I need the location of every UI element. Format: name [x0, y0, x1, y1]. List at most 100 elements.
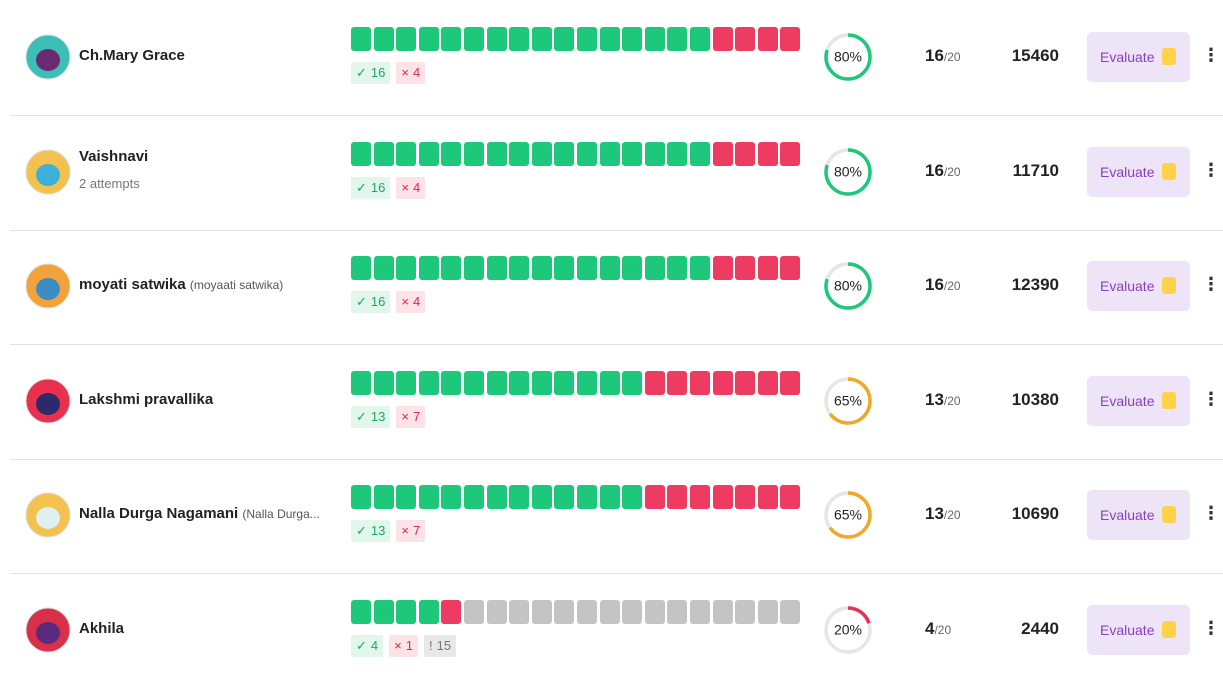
evaluate-button[interactable]: Evaluate — [1087, 147, 1190, 197]
question-square — [735, 600, 755, 624]
correct-badge: ✓4 — [351, 635, 383, 657]
question-square — [690, 600, 710, 624]
question-square — [780, 371, 800, 395]
correct-badge: ✓13 — [351, 520, 390, 542]
incorrect-badge: ×1 — [389, 635, 418, 657]
question-square — [622, 485, 642, 509]
avatar — [25, 492, 71, 538]
evaluate-button[interactable]: Evaluate — [1087, 605, 1190, 655]
question-square — [645, 27, 665, 51]
badge-icon: × — [401, 294, 409, 309]
question-square — [441, 600, 461, 624]
question-square — [577, 256, 597, 280]
more-menu[interactable]: ⋮ — [1202, 274, 1220, 295]
more-menu[interactable]: ⋮ — [1202, 389, 1220, 410]
avatar — [25, 149, 71, 195]
question-square — [374, 371, 394, 395]
points: 15460 — [1012, 46, 1059, 66]
badge-count: 7 — [413, 409, 420, 424]
attempts: 2 attempts — [79, 176, 140, 191]
question-square — [374, 485, 394, 509]
question-square — [713, 600, 733, 624]
score-value: 16 — [925, 161, 944, 180]
more-menu[interactable]: ⋮ — [1202, 503, 1220, 524]
question-square — [464, 485, 484, 509]
avatar — [25, 607, 71, 653]
question-square — [441, 485, 461, 509]
question-square — [622, 371, 642, 395]
question-square — [690, 371, 710, 395]
button-label: Evaluate — [1100, 278, 1154, 294]
name-text: Nalla Durga Nagamani — [79, 505, 238, 522]
question-square — [780, 256, 800, 280]
student-list: Ch.Mary Grace✓16×480%16/2015460Evaluate⋮… — [0, 0, 1223, 691]
score-total: /20 — [944, 279, 961, 293]
question-square — [487, 371, 507, 395]
question-square — [600, 27, 620, 51]
question-square — [509, 600, 529, 624]
score: 13/20 — [925, 390, 961, 410]
question-square — [396, 485, 416, 509]
evaluate-button[interactable]: Evaluate — [1087, 376, 1190, 426]
question-square — [667, 142, 687, 166]
more-menu[interactable]: ⋮ — [1202, 45, 1220, 66]
evaluate-button[interactable]: Evaluate — [1087, 261, 1190, 311]
badge-icon: ✓ — [356, 294, 367, 309]
alias-text: (moyaati satwika) — [190, 278, 283, 292]
question-square — [554, 371, 574, 395]
score-total: /20 — [944, 508, 961, 522]
student-row: Lakshmi pravallika✓13×765%13/2010380Eval… — [10, 344, 1223, 460]
score: 16/20 — [925, 161, 961, 181]
button-label: Evaluate — [1100, 622, 1154, 638]
question-square — [351, 27, 371, 51]
question-square — [758, 371, 778, 395]
evaluate-button[interactable]: Evaluate — [1087, 32, 1190, 82]
avatar-face — [36, 164, 60, 186]
accuracy-label: 80% — [834, 49, 862, 65]
alias-text: (Nalla Durga... — [242, 507, 319, 521]
badge-count: 16 — [371, 294, 385, 309]
button-label: Evaluate — [1100, 393, 1154, 409]
avatar — [25, 34, 71, 80]
question-square — [351, 142, 371, 166]
question-square — [419, 600, 439, 624]
question-square — [487, 142, 507, 166]
incorrect-badge: ×4 — [396, 177, 425, 199]
question-square — [690, 256, 710, 280]
question-square — [441, 371, 461, 395]
score: 16/20 — [925, 46, 961, 66]
button-label: Evaluate — [1100, 164, 1154, 180]
name-text: moyati satwika — [79, 276, 186, 293]
avatar-face — [36, 49, 60, 71]
badge-icon: ✓ — [356, 65, 367, 80]
question-square — [758, 27, 778, 51]
question-square — [713, 27, 733, 51]
bolt-icon — [1162, 621, 1176, 638]
score-value: 16 — [925, 275, 944, 294]
question-square — [396, 371, 416, 395]
correct-badge: ✓ 16 — [351, 291, 390, 313]
accuracy-label: 65% — [834, 393, 862, 409]
question-square — [509, 485, 529, 509]
more-menu[interactable]: ⋮ — [1202, 160, 1220, 181]
question-square — [532, 600, 552, 624]
question-square — [419, 27, 439, 51]
more-menu[interactable]: ⋮ — [1202, 618, 1220, 639]
name-text: Lakshmi pravallika — [79, 391, 213, 408]
question-square — [396, 27, 416, 51]
question-square — [374, 600, 394, 624]
points: 12390 — [1012, 275, 1059, 295]
avatar — [25, 378, 71, 424]
question-square — [735, 27, 755, 51]
name-text: Vaishnavi — [79, 148, 148, 165]
question-square — [419, 371, 439, 395]
accuracy-ring: 80% — [822, 146, 874, 198]
question-square — [487, 485, 507, 509]
bolt-icon — [1162, 163, 1176, 180]
badge-icon: × — [401, 180, 409, 195]
score: 13/20 — [925, 504, 961, 524]
question-square — [532, 256, 552, 280]
question-square — [780, 27, 800, 51]
evaluate-button[interactable]: Evaluate — [1087, 490, 1190, 540]
badge-count: 4 — [371, 638, 378, 653]
